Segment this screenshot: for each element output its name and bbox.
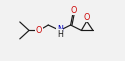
Text: O: O	[36, 26, 42, 35]
Text: N: N	[57, 25, 63, 34]
Text: O: O	[70, 5, 77, 15]
Text: H: H	[57, 30, 63, 39]
Text: O: O	[84, 13, 90, 22]
